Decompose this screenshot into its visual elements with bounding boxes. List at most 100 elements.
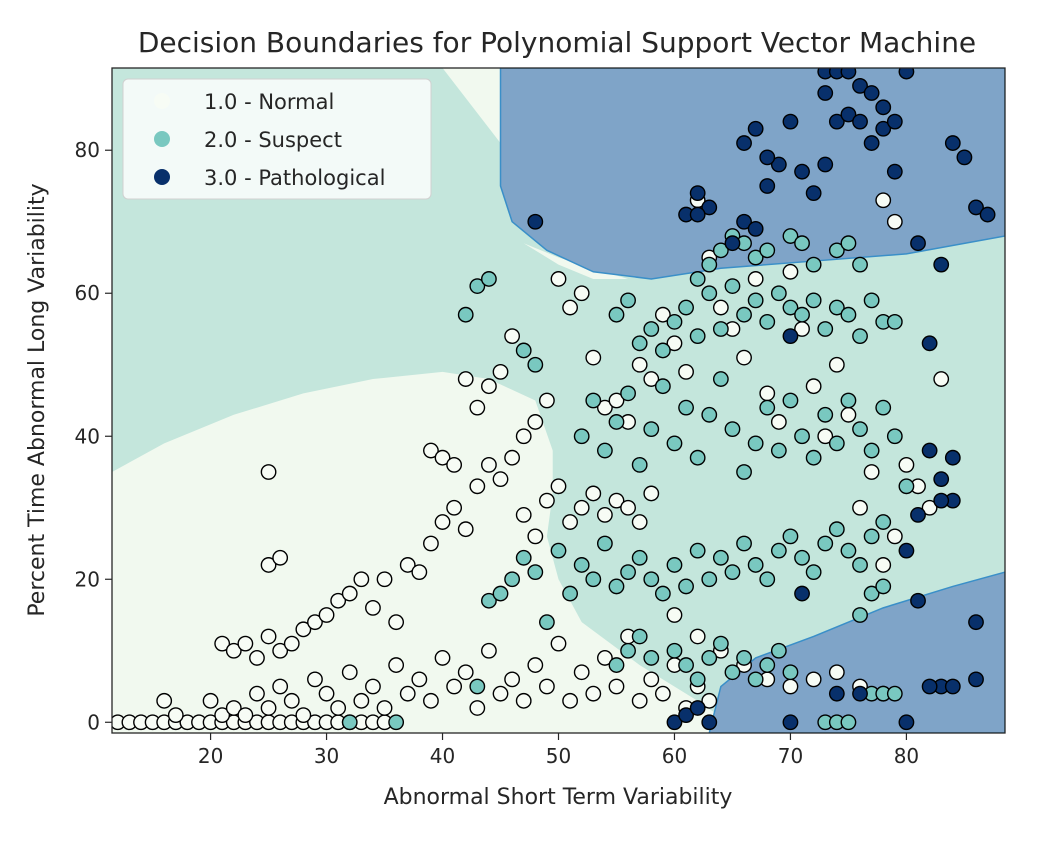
point-2-0-suspect-12: [585, 571, 602, 588]
point-1-0-normal-63: [631, 692, 648, 709]
point-3-0-pathological-10: [805, 185, 822, 202]
point-1-0-normal-131: [654, 306, 671, 323]
x-tick-label-70: 70: [778, 744, 803, 768]
x-tick-label-30: 30: [314, 744, 339, 768]
point-1-0-normal-37: [330, 700, 347, 716]
point-1-0-normal-93: [481, 456, 497, 473]
point-2-0-suspect-46: [666, 435, 683, 452]
point-2-0-suspect-11: [573, 557, 590, 573]
point-2-0-suspect-67: [515, 342, 532, 359]
x-tick-label-80: 80: [894, 744, 919, 768]
point-1-0-normal-95: [504, 449, 521, 466]
point-2-0-suspect-21: [689, 542, 706, 559]
point-1-0-normal-58: [573, 664, 590, 681]
point-3-0-pathological-30: [736, 135, 752, 151]
point-2-0-suspect-110: [631, 628, 648, 645]
point-3-0-pathological-18: [875, 120, 892, 137]
point-1-0-normal-80: [330, 592, 347, 609]
point-2-0-suspect-77: [701, 285, 718, 302]
y-tick-label-40: 40: [75, 424, 100, 448]
point-2-0-suspect-66: [898, 478, 915, 495]
point-3-0-pathological-7: [770, 156, 787, 173]
point-1-0-normal-33: [283, 692, 300, 709]
point-2-0-suspect-119: [782, 228, 799, 244]
point-1-0-normal-114: [457, 371, 474, 387]
point-3-0-pathological-41: [944, 449, 961, 466]
point-2-0-suspect-49: [701, 406, 718, 423]
region-1-0-normal-2: [442, 68, 629, 279]
point-1-0-normal-98: [539, 492, 555, 509]
point-2-0-suspect-80: [736, 306, 752, 323]
point-1-0-normal-82: [353, 571, 370, 588]
x-tick-label-50: 50: [546, 744, 571, 768]
point-3-0-pathological-57: [782, 328, 799, 345]
point-1-0-normal-139: [747, 271, 764, 287]
point-1-0-normal-73: [249, 650, 265, 666]
point-2-0-suspect-73: [654, 342, 671, 359]
point-1-0-normal-77: [295, 621, 312, 638]
point-3-0-pathological-32: [759, 149, 776, 166]
point-1-0-normal-112: [434, 449, 451, 466]
point-3-0-pathological-31: [747, 120, 764, 137]
point-2-0-suspect-39: [585, 392, 602, 409]
point-3-0-pathological-8: [782, 113, 799, 130]
point-1-0-normal-126: [596, 399, 613, 416]
point-1-0-normal-84: [376, 571, 393, 588]
point-2-0-suspect-121: [805, 256, 822, 273]
point-3-0-pathological-52: [944, 678, 961, 695]
point-2-0-suspect-127: [875, 578, 892, 595]
point-2-0-suspect-78: [712, 321, 729, 337]
point-1-0-normal-142: [782, 263, 799, 280]
point-1-0-normal-92: [469, 478, 486, 495]
point-2-0-suspect-124: [852, 256, 868, 273]
point-1-0-normal-24: [156, 692, 173, 709]
point-2-0-suspect-63: [863, 442, 880, 459]
legend: 1.0 - Normal 2.0 - Suspect 3.0 - Patholo…: [122, 78, 432, 200]
point-1-0-normal-152: [898, 456, 915, 473]
point-1-0-normal-117: [492, 363, 509, 380]
point-2-0-suspect-2: [469, 678, 486, 695]
point-2-0-suspect-76: [689, 328, 706, 345]
point-2-0-suspect-61: [840, 392, 857, 409]
point-1-0-normal-99: [550, 478, 567, 495]
chart-title: Decision Boundaries for Polynomial Suppo…: [138, 26, 976, 59]
point-2-0-suspect-125: [852, 607, 868, 623]
point-2-0-suspect-120: [794, 235, 810, 252]
point-1-0-normal-53: [515, 692, 532, 709]
point-2-0-suspect-9: [550, 542, 567, 559]
point-1-0-normal-59: [585, 685, 602, 702]
point-3-0-pathological-60: [689, 700, 706, 716]
point-1-0-normal-39: [353, 692, 370, 709]
point-3-0-pathological-39: [921, 442, 938, 459]
point-2-0-suspect-45: [654, 378, 671, 395]
point-2-0-suspect-6: [515, 549, 532, 566]
point-2-0-suspect-1: [388, 714, 405, 731]
point-1-0-normal-108: [260, 464, 277, 480]
point-2-0-suspect-103: [736, 650, 752, 666]
point-1-0-normal-166: [875, 557, 892, 573]
point-2-0-suspect-0: [341, 714, 358, 731]
point-2-0-suspect-18: [654, 585, 671, 602]
point-2-0-suspect-59: [817, 406, 834, 423]
point-3-0-pathological-48: [828, 685, 845, 702]
point-2-0-suspect-98: [678, 657, 694, 673]
x-axis-label: Abnormal Short Term Variability: [384, 785, 733, 810]
point-3-0-pathological-58: [666, 714, 683, 731]
point-2-0-suspect-99: [689, 671, 706, 688]
point-1-0-normal-57: [562, 692, 578, 709]
point-3-0-pathological-40: [933, 471, 950, 488]
point-3-0-pathological-25: [956, 149, 973, 166]
point-1-0-normal-42: [388, 657, 405, 673]
point-1-0-normal-61: [608, 678, 625, 695]
point-2-0-suspect-53: [747, 435, 764, 452]
point-1-0-normal-97: [527, 528, 544, 545]
point-3-0-pathological-5: [747, 220, 764, 237]
point-3-0-pathological-0: [527, 213, 544, 230]
point-2-0-suspect-27: [759, 571, 776, 588]
point-1-0-normal-28: [225, 700, 242, 716]
point-1-0-normal-40: [365, 678, 381, 695]
point-1-0-normal-146: [828, 356, 845, 373]
point-2-0-suspect-35: [852, 557, 868, 573]
point-1-0-normal-144: [805, 378, 822, 395]
